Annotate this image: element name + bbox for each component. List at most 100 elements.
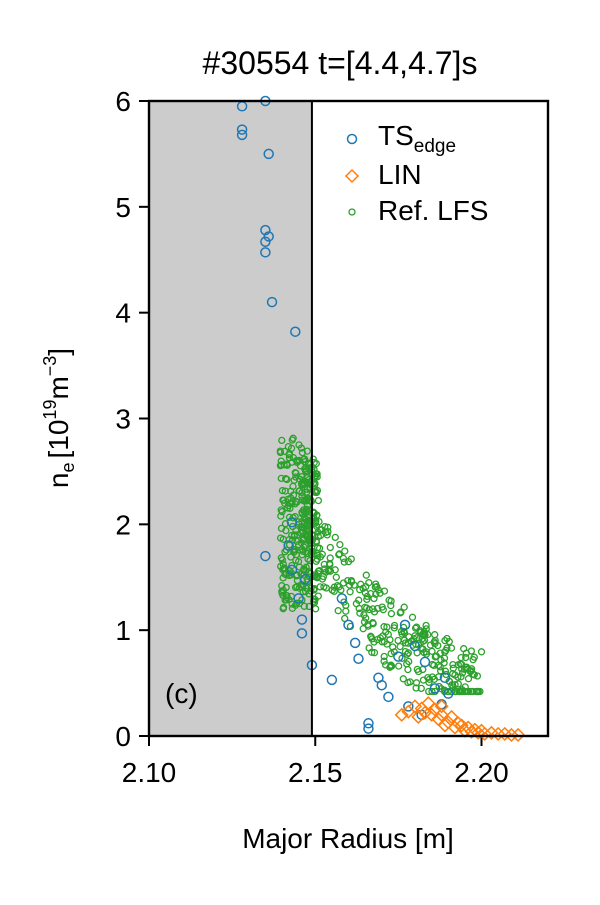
ref-lfs-point [315, 544, 324, 552]
ref-lfs-point [422, 621, 430, 630]
lin-series [394, 696, 526, 743]
ref-lfs-point [469, 656, 477, 664]
legend-item-lin: LIN [344, 159, 422, 190]
ref-lfs-point [293, 498, 301, 506]
ref-lfs-point [352, 600, 361, 608]
ref-lfs-point [370, 649, 379, 657]
ref-lfs-point [460, 645, 468, 653]
ref-lfs-point [454, 673, 462, 681]
ref-lfs-point [370, 594, 378, 603]
ref-lfs-point [464, 687, 472, 696]
ref-lfs-point [310, 585, 318, 593]
ref-lfs-point [312, 511, 321, 520]
ref-lfs-point [367, 633, 375, 641]
ref-lfs-point [404, 678, 412, 687]
y-tick-label: 4 [115, 298, 131, 329]
lin-point [511, 727, 526, 743]
x-tick-label: 2.10 [122, 757, 177, 788]
y-tick-label: 1 [115, 615, 131, 646]
ref-lfs-point [297, 583, 305, 591]
ref-lfs-point [323, 531, 331, 539]
ref-lfs-point [443, 634, 451, 643]
ref-lfs-point [456, 687, 465, 696]
ref-lfs-point [412, 623, 421, 631]
ref-lfs-point [380, 652, 388, 661]
ref-lfs-point [382, 628, 390, 636]
ref-lfs-point [303, 488, 311, 496]
x-tick-label: 2.15 [288, 757, 343, 788]
ref-lfs-point [293, 531, 302, 539]
ref-lfs-point [460, 665, 469, 673]
lin-point [451, 716, 466, 731]
ref-lfs-point [383, 623, 391, 631]
ref-lfs-point [396, 609, 404, 617]
ref-lfs-point [425, 675, 434, 683]
ref-lfs-point [411, 624, 420, 632]
ref-lfs-point [404, 665, 412, 674]
ref-lfs-point [306, 556, 314, 565]
ts-edge-point [349, 637, 361, 649]
ref-lfs-point [282, 596, 290, 604]
ref-lfs-point [336, 540, 344, 549]
ref-lfs-point [440, 686, 449, 694]
ts-edge-point [443, 688, 454, 699]
ref-lfs-point [314, 496, 323, 505]
ref-lfs-point [294, 518, 303, 526]
y-tick-label: 6 [115, 86, 131, 117]
ref-lfs-point [277, 457, 285, 465]
ref-lfs-point [313, 486, 322, 495]
ref-lfs-point [303, 519, 311, 528]
ref-lfs-point [434, 641, 442, 650]
ref-lfs-point [458, 669, 467, 677]
ts-edge-point [236, 129, 248, 141]
ref-lfs-point [369, 619, 377, 627]
ref-lfs-point [301, 465, 310, 473]
legend-label-ts-edge: TSedge [378, 120, 456, 157]
ref-lfs-point [326, 543, 334, 552]
ref-lfs-point [278, 508, 286, 516]
ref-lfs-point [334, 607, 342, 615]
ref-lfs-point [387, 661, 395, 669]
ref-lfs-point [309, 597, 318, 606]
ref-lfs-point [337, 586, 345, 594]
ref-lfs-point [441, 636, 449, 645]
ts-edge-point [343, 619, 354, 631]
ref-lfs-point [294, 557, 303, 566]
ref-lfs-point [303, 447, 311, 455]
ref-lfs-point [431, 631, 439, 639]
ref-lfs-point [276, 534, 285, 542]
ref-lfs-point [290, 531, 299, 539]
lin-point [477, 726, 492, 741]
ts-edge-point [260, 247, 271, 258]
ts-edge-point [336, 593, 348, 604]
ref-lfs-point [331, 533, 339, 542]
lin-point [441, 715, 456, 730]
ts-edge-point [286, 516, 298, 528]
ref-lfs-point [373, 635, 381, 644]
ref-lfs-point [300, 602, 308, 610]
ref-lfs-point [464, 675, 473, 683]
ref-lfs-point [425, 678, 433, 687]
ref-lfs-point [292, 526, 300, 535]
ref-lfs-point [332, 573, 340, 581]
ref-lfs-point [316, 531, 325, 540]
ref-lfs-point [376, 589, 384, 597]
ts-edge-point [376, 679, 387, 691]
ref-lfs-point [283, 461, 292, 469]
ref-lfs-point [435, 673, 443, 681]
ref-lfs-point [292, 550, 301, 559]
ref-lfs-point [422, 625, 430, 633]
ref-lfs-point [328, 586, 336, 594]
ts-edge-point [290, 326, 301, 337]
lin-point [504, 727, 519, 743]
ref-lfs-point [428, 647, 436, 655]
ref-lfs-point [300, 543, 308, 551]
ts-edge-point [283, 540, 294, 551]
ref-lfs-point [278, 436, 286, 445]
ref-lfs-point [430, 661, 438, 670]
ts-edge-point [236, 124, 248, 135]
legend-marker-lin [344, 168, 360, 184]
y-tick-label: 3 [115, 404, 131, 435]
ts-edge-point [403, 701, 414, 712]
ts-edge-point [296, 628, 308, 639]
